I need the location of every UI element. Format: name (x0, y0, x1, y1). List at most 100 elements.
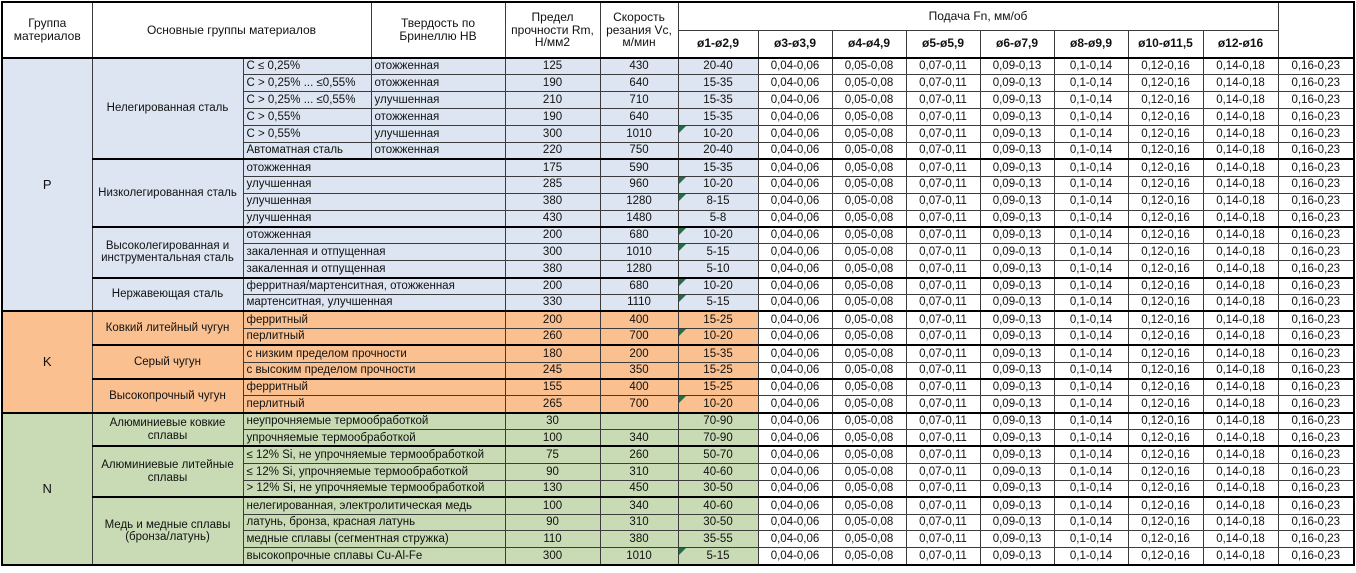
hardness-cell[interactable]: 265 (504, 395, 601, 414)
feed-cell[interactable]: 0,16-0,23 (1277, 344, 1355, 363)
feed-cell[interactable]: 0,05-0,08 (831, 293, 907, 312)
feed-cell[interactable]: 0,05-0,08 (831, 547, 907, 566)
feed-cell[interactable]: 0,1-0,14 (1053, 344, 1129, 363)
feed-cell[interactable]: 0,05-0,08 (831, 496, 907, 515)
feed-cell[interactable]: 0,07-0,11 (905, 310, 981, 329)
hardness-cell[interactable]: 175 (504, 158, 601, 177)
feed-cell[interactable]: 0,1-0,14 (1053, 530, 1129, 549)
feed-cell[interactable]: 0,14-0,18 (1202, 276, 1279, 295)
material-group-cell[interactable]: Высокопрочный чугун (91, 377, 244, 414)
group-code-cell[interactable]: K (1, 310, 93, 414)
hardness-cell[interactable]: 300 (504, 243, 601, 262)
col-header-diam-1[interactable]: ø1-ø2,9 (677, 29, 759, 59)
material-detail-cell[interactable]: > 12% Si, не упрочняемые термообработкой (242, 479, 506, 498)
feed-cell[interactable]: 0,12-0,16 (1127, 445, 1204, 464)
material-group-cell[interactable]: Медь и медные сплавы (бронза/латунь) (91, 496, 244, 566)
feed-cell[interactable]: 0,07-0,11 (905, 395, 981, 414)
feed-cell[interactable]: 0,16-0,23 (1277, 57, 1355, 76)
feed-cell[interactable]: 0,05-0,08 (831, 310, 907, 329)
strength-cell[interactable]: 380 (599, 530, 679, 549)
feed-cell[interactable]: 0,04-0,06 (757, 192, 833, 211)
hardness-cell[interactable]: 155 (504, 377, 601, 397)
feed-cell[interactable]: 0,14-0,18 (1202, 225, 1279, 245)
col-header-hardness[interactable]: Твердость по Бринеллю HB (370, 1, 506, 59)
feed-cell[interactable]: 0,16-0,23 (1277, 496, 1355, 515)
feed-cell[interactable]: 0,1-0,14 (1053, 141, 1129, 160)
feed-cell[interactable]: 0,12-0,16 (1127, 513, 1204, 532)
feed-cell[interactable]: 0,04-0,06 (757, 293, 833, 312)
feed-cell[interactable]: 0,09-0,13 (979, 91, 1055, 110)
feed-cell[interactable]: 0,16-0,23 (1277, 293, 1355, 312)
feed-cell[interactable]: 0,05-0,08 (831, 479, 907, 498)
feed-cell[interactable]: 0,09-0,13 (979, 530, 1055, 549)
col-header-diam-5[interactable]: ø6-ø7,9 (979, 29, 1055, 59)
feed-cell[interactable]: 0,1-0,14 (1053, 125, 1129, 143)
feed-cell[interactable]: 0,14-0,18 (1202, 445, 1279, 464)
strength-cell[interactable]: 450 (599, 479, 679, 498)
col-header-diam-6[interactable]: ø8-ø9,9 (1053, 29, 1129, 59)
strength-cell[interactable]: 680 (599, 225, 679, 245)
feed-cell[interactable]: 0,1-0,14 (1053, 243, 1129, 262)
cutting-speed-cell[interactable]: 10-20 (677, 225, 759, 245)
feed-cell[interactable]: 0,07-0,11 (905, 91, 981, 110)
hardness-cell[interactable]: 200 (504, 225, 601, 245)
feed-cell[interactable]: 0,14-0,18 (1202, 74, 1279, 93)
feed-cell[interactable]: 0,07-0,11 (905, 225, 981, 245)
feed-cell[interactable]: 0,05-0,08 (831, 361, 907, 380)
feed-cell[interactable]: 0,09-0,13 (979, 344, 1055, 363)
hardness-cell[interactable]: 380 (504, 192, 601, 211)
cutting-speed-cell[interactable]: 20-40 (677, 141, 759, 160)
hardness-cell[interactable]: 210 (504, 91, 601, 110)
feed-cell[interactable]: 0,09-0,13 (979, 158, 1055, 177)
feed-cell[interactable]: 0,04-0,06 (757, 225, 833, 245)
material-detail-cell[interactable]: C > 0,55% (242, 108, 372, 127)
feed-cell[interactable]: 0,07-0,11 (905, 158, 981, 177)
feed-cell[interactable]: 0,16-0,23 (1277, 108, 1355, 127)
strength-cell[interactable]: 590 (599, 158, 679, 177)
hardness-cell[interactable]: 330 (504, 293, 601, 312)
feed-cell[interactable]: 0,07-0,11 (905, 547, 981, 566)
feed-cell[interactable]: 0,12-0,16 (1127, 361, 1204, 380)
material-detail-cell[interactable]: ≤ 12% Si, не упрочняемые термообработкой (242, 445, 506, 464)
feed-cell[interactable]: 0,04-0,06 (757, 513, 833, 532)
feed-cell[interactable]: 0,09-0,13 (979, 395, 1055, 414)
feed-cell[interactable]: 0,07-0,11 (905, 57, 981, 76)
feed-cell[interactable]: 0,1-0,14 (1053, 276, 1129, 295)
material-detail-cell[interactable]: перлитный (242, 327, 506, 346)
feed-cell[interactable]: 0,16-0,23 (1277, 361, 1355, 380)
feed-cell[interactable]: 0,16-0,23 (1277, 310, 1355, 329)
feed-cell[interactable]: 0,07-0,11 (905, 209, 981, 228)
hardness-cell[interactable]: 200 (504, 310, 601, 329)
feed-cell[interactable]: 0,05-0,08 (831, 377, 907, 397)
feed-cell[interactable]: 0,1-0,14 (1053, 260, 1129, 279)
feed-cell[interactable]: 0,14-0,18 (1202, 125, 1279, 143)
feed-cell[interactable]: 0,1-0,14 (1053, 429, 1129, 447)
feed-cell[interactable]: 0,07-0,11 (905, 411, 981, 431)
material-group-cell[interactable]: Нелегированная сталь (91, 56, 244, 160)
feed-cell[interactable]: 0,1-0,14 (1053, 175, 1129, 194)
feed-cell[interactable]: 0,16-0,23 (1277, 395, 1355, 414)
feed-cell[interactable]: 0,1-0,14 (1053, 377, 1129, 397)
feed-cell[interactable]: 0,09-0,13 (979, 411, 1055, 431)
feed-cell[interactable]: 0,16-0,23 (1277, 547, 1355, 566)
feed-cell[interactable]: 0,07-0,11 (905, 530, 981, 549)
feed-cell[interactable]: 0,09-0,13 (979, 429, 1055, 447)
feed-cell[interactable]: 0,09-0,13 (979, 293, 1055, 312)
feed-cell[interactable]: 0,1-0,14 (1053, 158, 1129, 177)
material-detail-cell[interactable]: ферритный (242, 310, 506, 329)
cutting-speed-cell[interactable]: 15-25 (677, 361, 759, 380)
strength-cell[interactable]: 700 (599, 395, 679, 414)
feed-cell[interactable]: 0,09-0,13 (979, 57, 1055, 76)
feed-cell[interactable]: 0,04-0,06 (757, 479, 833, 498)
feed-cell[interactable]: 0,12-0,16 (1127, 192, 1204, 211)
state-cell[interactable]: отожженная (370, 108, 506, 127)
feed-cell[interactable]: 0,14-0,18 (1202, 429, 1279, 447)
feed-cell[interactable]: 0,16-0,23 (1277, 158, 1355, 177)
strength-cell[interactable]: 310 (599, 513, 679, 532)
feed-cell[interactable]: 0,07-0,11 (905, 361, 981, 380)
feed-cell[interactable]: 0,09-0,13 (979, 108, 1055, 127)
material-detail-cell[interactable]: перлитный (242, 395, 506, 414)
feed-cell[interactable]: 0,09-0,13 (979, 74, 1055, 93)
feed-cell[interactable]: 0,09-0,13 (979, 462, 1055, 481)
feed-cell[interactable]: 0,09-0,13 (979, 547, 1055, 566)
